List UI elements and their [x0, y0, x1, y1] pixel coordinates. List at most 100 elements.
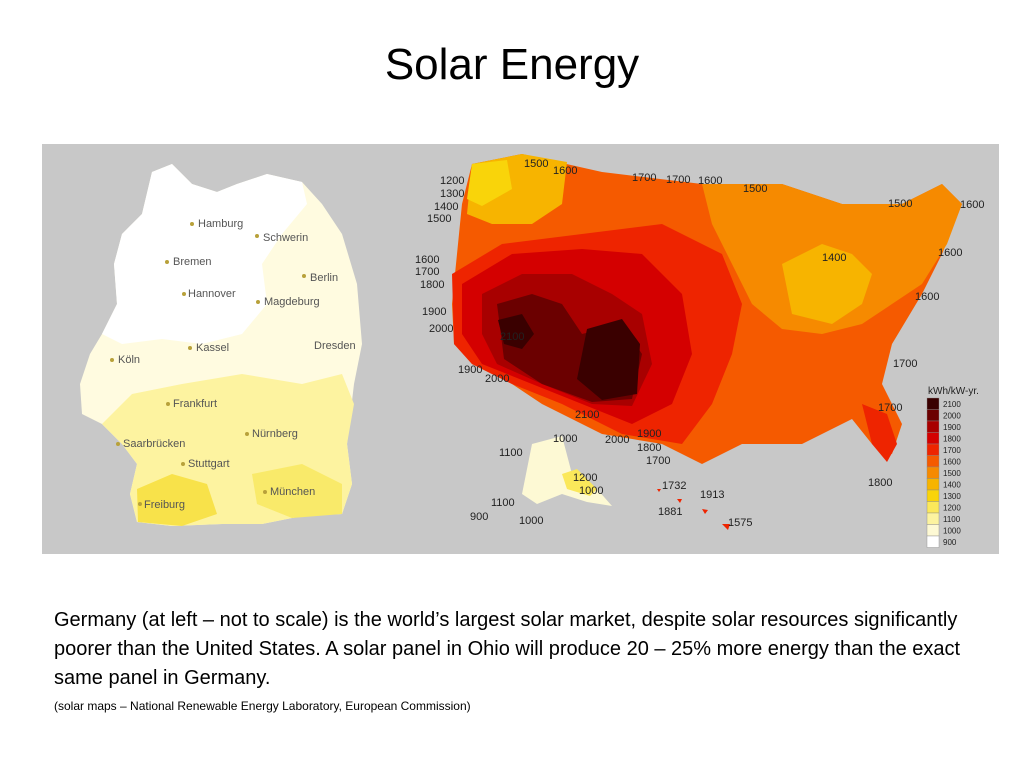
city-label: Nürnberg	[252, 428, 298, 440]
city-label: Saarbrücken	[123, 438, 185, 450]
legend-value: 1500	[943, 469, 961, 478]
contour-label: 1600	[698, 175, 722, 187]
contour-label: 1600	[938, 247, 962, 259]
legend-swatch	[926, 420, 940, 433]
legend-swatch	[926, 443, 940, 456]
contour-label: 900	[470, 511, 488, 523]
legend-value: 2100	[943, 400, 961, 409]
contour-label: 1500	[888, 198, 912, 210]
legend-swatch	[926, 535, 940, 548]
us-map	[452, 154, 962, 530]
germany-freiburg-hotspot	[137, 474, 217, 526]
us-zone-1400	[782, 244, 872, 324]
us-contour-labels: 1500 1600 1200 1300 1400 1500 1700 1700 …	[415, 158, 984, 529]
us-zone-2100-east	[577, 319, 640, 400]
city-label: Köln	[118, 354, 140, 366]
legend-swatch	[926, 466, 940, 479]
us-zone-2100-west	[498, 314, 534, 349]
contour-label: 2100	[575, 409, 599, 421]
us-zone-1300-northwest	[467, 160, 512, 206]
alaska-yellow-zone	[562, 469, 597, 496]
legend-value: 1700	[943, 446, 961, 455]
contour-label: 1000	[553, 433, 577, 445]
contour-label: 1732	[662, 480, 686, 492]
city-label: Frankfurt	[173, 398, 217, 410]
contour-label: 1900	[422, 306, 446, 318]
legend-value: 1400	[943, 481, 961, 490]
city-label: Freiburg	[144, 499, 185, 511]
contour-label: 1400	[822, 252, 846, 264]
contour-label: 1900	[458, 364, 482, 376]
city-label: Hamburg	[198, 218, 243, 230]
contour-label: 1800	[637, 442, 661, 454]
contour-label: 2000	[429, 323, 453, 335]
legend-swatch	[926, 524, 940, 537]
legend-value: 1600	[943, 458, 961, 467]
us-zone-florida-1700	[862, 404, 897, 462]
contour-label: 1600	[553, 165, 577, 177]
contour-label: 1600	[415, 254, 439, 266]
city-label: Dresden	[314, 340, 356, 352]
slide-title: Solar Energy	[384, 40, 640, 89]
city-label: München	[270, 486, 315, 498]
contour-label: 1500	[524, 158, 548, 170]
legend-swatch	[926, 432, 940, 445]
city-label: Kassel	[196, 342, 229, 354]
contour-label: 2100	[500, 331, 524, 343]
solar-maps-panel: Hamburg Schwerin Bremen Berlin Hannover …	[42, 144, 999, 554]
contour-label: 1900	[637, 428, 661, 440]
contour-label: 1700	[878, 402, 902, 414]
contour-label: 1300	[440, 188, 464, 200]
contour-label: 1500	[427, 213, 451, 225]
contour-label: 1700	[415, 266, 439, 278]
contour-label: 1700	[632, 172, 656, 184]
city-label: Bremen	[173, 256, 212, 268]
contour-label: 1700	[646, 455, 670, 467]
solar-maps-svg: Hamburg Schwerin Bremen Berlin Hannover …	[80, 154, 984, 548]
legend-swatch	[926, 489, 940, 502]
germany-white-north	[102, 164, 307, 344]
city-label: Hannover	[188, 288, 236, 300]
contour-label: 1800	[868, 477, 892, 489]
germany-munich-hotspot	[252, 464, 342, 518]
solar-legend: kWh/kW-yr. 2100 2000 1900 1800 1700 1600 1500 1…	[926, 386, 979, 548]
legend-swatch	[926, 455, 940, 468]
legend-swatch	[926, 478, 940, 491]
contour-label: 1913	[700, 489, 724, 501]
contour-label: 2000	[485, 373, 509, 385]
legend-value: 1800	[943, 435, 961, 444]
slide-caption: Germany (at left – not to scale) is the …	[54, 609, 961, 689]
contour-label: 1700	[666, 174, 690, 186]
city-label: Berlin	[310, 272, 338, 284]
contour-label: 1800	[420, 279, 444, 291]
legend-swatch	[926, 501, 940, 514]
contour-label: 1500	[743, 183, 767, 195]
contour-label: 1100	[491, 497, 515, 509]
contour-label: 1200	[440, 175, 464, 187]
germany-cities: Hamburg Schwerin Bremen Berlin Hannover …	[110, 218, 356, 511]
contour-label: 1000	[519, 515, 543, 527]
contour-label: 1000	[579, 485, 603, 497]
legend-value: 1900	[943, 423, 961, 432]
contour-label: 1600	[915, 291, 939, 303]
legend-title: kWh/kW-yr.	[928, 386, 979, 397]
contour-label: 1575	[728, 517, 752, 529]
legend-value: 900	[943, 538, 957, 547]
contour-label: 1100	[499, 447, 523, 459]
germany-map	[80, 164, 362, 526]
legend-value: 1100	[943, 515, 961, 524]
source-note: (solar maps – National Renewable Energy …	[54, 699, 471, 713]
contour-label: 1881	[658, 506, 682, 518]
contour-label: 1600	[960, 199, 984, 211]
legend-swatch	[926, 512, 940, 525]
legend-value: 1300	[943, 492, 961, 501]
legend-value: 2000	[943, 412, 961, 421]
legend-value: 1000	[943, 527, 961, 536]
contour-label: 1200	[573, 472, 597, 484]
contour-label: 1400	[434, 201, 458, 213]
legend-value: 1200	[943, 504, 961, 513]
contour-label: 2000	[605, 434, 629, 446]
city-label: Magdeburg	[264, 296, 320, 308]
contour-label: 1700	[893, 358, 917, 370]
city-label: Schwerin	[263, 232, 308, 244]
